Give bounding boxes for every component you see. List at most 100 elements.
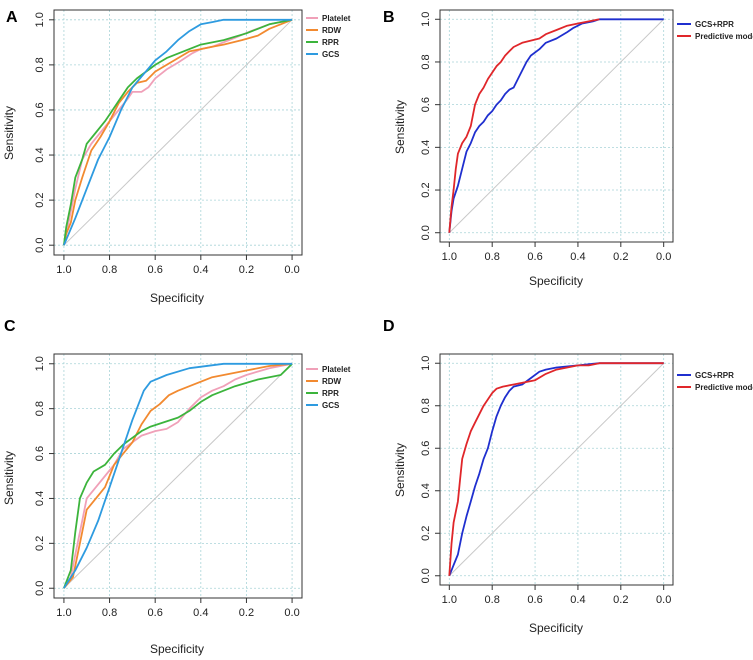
panel-label: D xyxy=(383,318,395,335)
roc-curve-gcs xyxy=(63,18,293,246)
legend-label: RDW xyxy=(322,26,342,35)
x-tick-label: 1.0 xyxy=(442,251,457,263)
panel-label: A xyxy=(6,9,18,26)
y-axis-title: Sensitivity xyxy=(393,443,407,497)
panel-c: 1.0 0.8 0.6 0.4 0.2 0.0 0.0 0.2 0.4 0.6 0.8 1.0 Spec… xyxy=(2,318,351,656)
y-tick-label: 0.8 xyxy=(34,57,46,72)
diagonal-reference-line xyxy=(448,362,665,577)
diagonal-reference-line xyxy=(63,19,293,246)
x-tick-label: 0.4 xyxy=(193,607,208,619)
y-tick-label: 0.6 xyxy=(420,441,432,456)
diagonal-reference-line xyxy=(448,18,665,234)
x-tick-label: 0.8 xyxy=(102,264,117,276)
y-tick-label: 0.2 xyxy=(34,192,46,207)
y-axis-title: Sensitivity xyxy=(2,106,16,160)
y-tick-label: 0.8 xyxy=(34,401,46,416)
plot-frame xyxy=(439,353,674,586)
y-tick-label: 0.4 xyxy=(420,140,432,155)
legend-label: GCS xyxy=(322,50,340,59)
panel-a: 1.0 0.8 0.6 0.4 0.2 0.0 0.0 0.2 0.4 0.6 0.8 1.0 Spec… xyxy=(2,9,351,305)
x-tick-label: 1.0 xyxy=(442,594,457,606)
y-tick-label: 0.4 xyxy=(34,147,46,162)
plot-frame xyxy=(53,353,303,599)
x-tick-label: 0.0 xyxy=(284,607,299,619)
roc-curve-predictive-model xyxy=(448,362,664,576)
x-tick-label: 0.2 xyxy=(613,594,628,606)
legend-label: GCS+RPR xyxy=(695,20,734,29)
panel-label: B xyxy=(383,9,395,26)
y-tick-label: 0.0 xyxy=(34,581,46,596)
y-tick-label: 0.0 xyxy=(34,238,46,253)
y-tick-label: 0.4 xyxy=(420,483,432,498)
y-tick-label: 0.0 xyxy=(420,568,432,583)
y-tick-label: 0.6 xyxy=(34,446,46,461)
legend: Platelet RDW RPR GCS xyxy=(306,14,351,59)
x-axis-title: Specificity xyxy=(529,621,583,635)
x-tick-label: 0.6 xyxy=(148,264,163,276)
roc-curve-gcs xyxy=(63,362,293,589)
x-tick-label: 0.8 xyxy=(485,594,500,606)
legend-label: RPR xyxy=(322,38,339,47)
x-tick-label: 1.0 xyxy=(56,607,71,619)
legend-label: GCS+RPR xyxy=(695,371,734,380)
legend-label: Platelet xyxy=(322,14,351,23)
x-tick-label: 0.2 xyxy=(239,607,254,619)
legend-label: Predictive model xyxy=(695,32,753,41)
legend-label: Predictive model xyxy=(695,383,753,392)
legend-label: Platelet xyxy=(322,365,351,374)
y-tick-label: 1.0 xyxy=(34,356,46,371)
roc-curve-rdw xyxy=(63,18,293,246)
x-axis-title: Specificity xyxy=(150,642,204,656)
roc-curve-rdw xyxy=(63,362,293,589)
x-tick-label: 0.6 xyxy=(527,251,542,263)
x-tick-label: 0.0 xyxy=(284,264,299,276)
legend-label: RDW xyxy=(322,377,342,386)
roc-curve-platelet xyxy=(63,362,293,589)
x-tick-label: 0.4 xyxy=(570,594,585,606)
x-tick-label: 0.6 xyxy=(527,594,542,606)
x-tick-label: 0.4 xyxy=(193,264,208,276)
y-tick-label: 0.2 xyxy=(34,536,46,551)
legend: GCS+RPR Predictive model xyxy=(677,20,753,41)
x-tick-label: 0.0 xyxy=(656,251,671,263)
x-tick-label: 1.0 xyxy=(56,264,71,276)
x-tick-label: 0.8 xyxy=(485,251,500,263)
panel-label: C xyxy=(4,318,16,335)
roc-curve-predictive-model xyxy=(448,18,600,233)
x-tick-label: 0.0 xyxy=(656,594,671,606)
legend: GCS+RPR Predictive model xyxy=(677,371,753,392)
y-tick-label: 1.0 xyxy=(420,12,432,27)
x-tick-label: 0.8 xyxy=(102,607,117,619)
x-axis-title: Specificity xyxy=(150,291,204,305)
roc-curve-rpr xyxy=(63,363,293,589)
y-tick-label: 0.8 xyxy=(420,398,432,413)
y-tick-label: 1.0 xyxy=(34,12,46,27)
y-tick-label: 1.0 xyxy=(420,356,432,371)
diagonal-reference-line xyxy=(63,363,293,589)
y-tick-label: 0.0 xyxy=(420,225,432,240)
y-tick-label: 0.6 xyxy=(34,102,46,117)
y-tick-label: 0.2 xyxy=(420,526,432,541)
plot-frame xyxy=(439,9,674,243)
roc-curve-gcs-rpr xyxy=(448,362,664,577)
x-tick-label: 0.4 xyxy=(570,251,585,263)
legend-label: GCS xyxy=(322,401,340,410)
x-tick-label: 0.6 xyxy=(148,607,163,619)
y-axis-title: Sensitivity xyxy=(393,100,407,154)
x-tick-label: 0.2 xyxy=(239,264,254,276)
y-tick-label: 0.4 xyxy=(34,491,46,506)
roc-curve-gcs-rpr xyxy=(448,18,664,233)
y-tick-label: 0.8 xyxy=(420,54,432,69)
panel-d: 1.0 0.8 0.6 0.4 0.2 0.0 0.0 0.2 0.4 0.6 0.8 1.0 Spec… xyxy=(383,318,753,635)
plot-frame xyxy=(53,9,303,256)
x-axis-title: Specificity xyxy=(529,274,583,288)
y-tick-label: 0.6 xyxy=(420,97,432,112)
panel-b: 1.0 0.8 0.6 0.4 0.2 0.0 0.0 0.2 0.4 0.6 0.8 1.0 Spec… xyxy=(383,9,753,288)
legend: Platelet RDW RPR GCS xyxy=(306,365,351,410)
x-tick-label: 0.2 xyxy=(613,251,628,263)
roc-curve-rpr xyxy=(63,18,293,246)
y-tick-label: 0.2 xyxy=(420,182,432,197)
y-axis-title: Sensitivity xyxy=(2,451,16,505)
legend-label: RPR xyxy=(322,389,339,398)
